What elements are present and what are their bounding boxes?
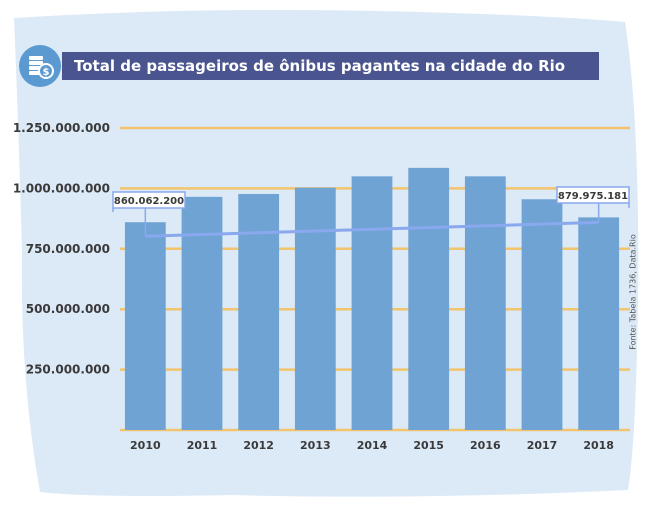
- annotation-box-2018: [556, 186, 630, 204]
- annotation-box-2010: [112, 191, 186, 209]
- bar-2018: [578, 217, 620, 430]
- x-tick-label: 2017: [527, 439, 558, 452]
- data-label-2018: 879.975.181: [558, 191, 628, 202]
- bar-2014: [351, 176, 393, 430]
- y-axis-ticks: 250.000.000 500.000.000 750.000.000 1.000.0…: [13, 121, 110, 377]
- x-tick-label: 2015: [413, 439, 444, 452]
- x-tick-label: 2016: [470, 439, 501, 452]
- annotation-leader-2010: [112, 208, 147, 237]
- x-axis-categories: 2010 2011 2012 2013 2014 2015 2016 2017 2018: [130, 439, 614, 452]
- y-tick-label: 500.000.000: [26, 302, 110, 316]
- x-tick-label: 2014: [357, 439, 388, 452]
- x-tick-label: 2012: [243, 439, 274, 452]
- annotation-leader-2018: [597, 203, 630, 223]
- y-tick-label: 1.250.000.000: [13, 121, 110, 135]
- source-note: Fonte: Tabela 1736, Data.Rio: [628, 234, 638, 350]
- bar-2016: [464, 176, 506, 430]
- bar-2013: [294, 187, 336, 430]
- y-tick-label: 750.000.000: [26, 242, 110, 256]
- coins-dollar-icon: $: [19, 45, 61, 87]
- annotations: 860.062.200 879.975.181: [112, 186, 630, 238]
- bar-2012: [238, 193, 280, 430]
- bars: [124, 167, 620, 430]
- bar-2015: [408, 167, 450, 430]
- bar-2011: [181, 196, 223, 430]
- x-tick-label: 2018: [583, 439, 614, 452]
- chart-title: Total de passageiros de ônibus pagantes …: [62, 52, 599, 80]
- x-tick-label: 2010: [130, 439, 161, 452]
- x-tick-label: 2011: [187, 439, 218, 452]
- trend-line: [145, 220, 599, 238]
- x-tick-label: 2013: [300, 439, 331, 452]
- bar-2017: [521, 199, 563, 430]
- bar-2010: [124, 222, 166, 430]
- y-tick-label: 1.000.000.000: [13, 181, 110, 195]
- svg-text:$: $: [43, 67, 50, 78]
- data-label-2010: 860.062.200: [114, 196, 184, 207]
- y-tick-label: 250.000.000: [26, 363, 110, 377]
